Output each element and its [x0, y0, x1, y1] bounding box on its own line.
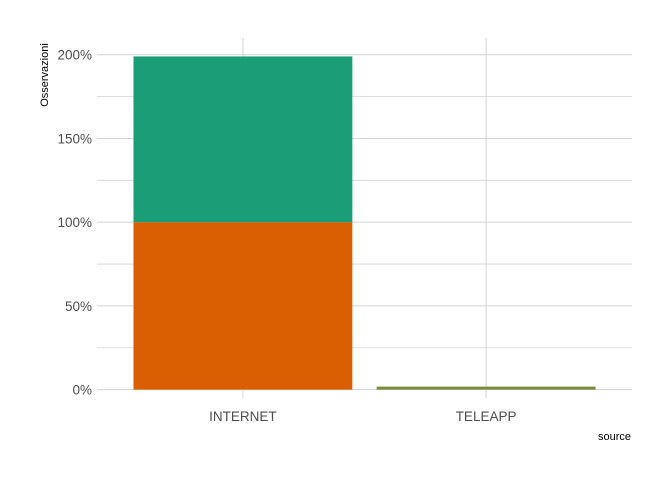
bar-internet-segment-1 [133, 222, 353, 390]
x-axis-title: source [598, 431, 631, 443]
x-tick-labels: INTERNET TELEAPP [209, 409, 516, 424]
y-tick-labels: 0% 50% 100% 150% 200% [57, 48, 92, 398]
bar-internet-segment-2 [133, 56, 353, 223]
y-axis-title: Osservazioni [39, 43, 51, 107]
x-tick-label: INTERNET [209, 409, 277, 424]
y-tick-label: 50% [65, 299, 92, 314]
y-tick-label: 100% [57, 215, 92, 230]
bars [133, 56, 596, 390]
y-tick-label: 200% [57, 48, 92, 63]
x-tick-label: TELEAPP [456, 409, 517, 424]
y-tick-label: 150% [57, 131, 92, 146]
y-tick-label: 0% [72, 383, 92, 398]
bar-teleapp-segment-1 [376, 386, 596, 390]
